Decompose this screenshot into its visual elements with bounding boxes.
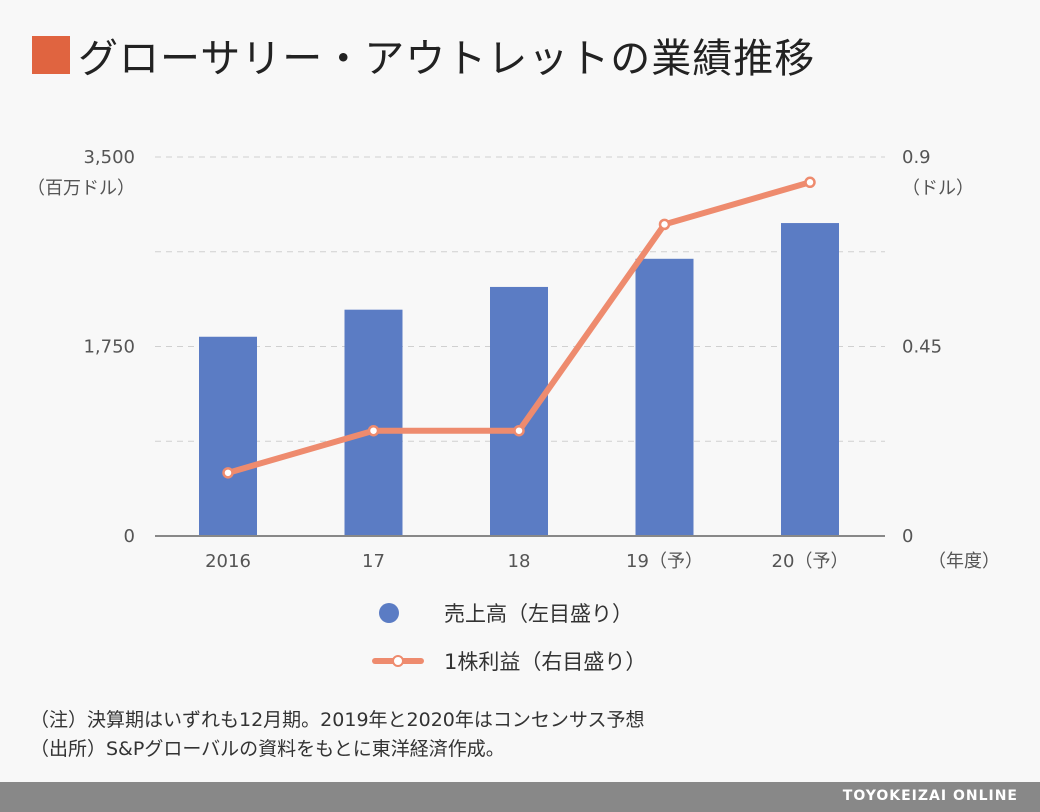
- legend-bar-swatch: [372, 598, 424, 628]
- legend-line-swatch: [372, 646, 424, 676]
- bar: [781, 223, 839, 536]
- y-left-tick-label: 3,500: [83, 147, 135, 168]
- eps-point: [222, 467, 234, 479]
- legend-marker-icon: [392, 655, 404, 667]
- chart-title: グローサリー・アウトレットの業績推移: [78, 36, 816, 82]
- eps-point: [804, 176, 816, 189]
- x-tick-label: 2016: [205, 551, 251, 572]
- chart-canvas: 0 1,750 3,500 0 0.45 0.9 2016 17 18 19（予） 20（予） （百…: [27, 147, 1000, 572]
- bar-series: [199, 223, 839, 536]
- x-tick-label: 19（予）: [626, 551, 703, 572]
- title-area: グローサリー・アウトレットの業績推移: [32, 26, 815, 84]
- y-right-tick-label: 0.9: [902, 147, 931, 168]
- y-left-tick-label: 1,750: [83, 337, 135, 358]
- y-left-unit-label: （百万ドル）: [27, 178, 135, 199]
- eps-point: [513, 424, 525, 437]
- line-series: [222, 176, 816, 479]
- footer-bar: TOYOKEIZAI ONLINE: [0, 782, 1040, 812]
- eps-point: [658, 218, 671, 231]
- legend-circle-icon: [379, 603, 399, 623]
- legend-item-sales: 売上高（左目盛り）: [372, 598, 646, 628]
- bar: [344, 309, 403, 536]
- legend-item-eps: 1株利益（右目盛り）: [372, 646, 646, 676]
- title-marker: [32, 36, 70, 74]
- axis-labels: （百万ドル） （ドル） （年度）: [27, 178, 1000, 572]
- notes: （注）決算期はいずれも12月期。2019年と2020年はコンセンサス予想 （出所…: [30, 706, 645, 764]
- note-line: （注）決算期はいずれも12月期。2019年と2020年はコンセンサス予想: [30, 709, 645, 731]
- axes: 0 1,750 3,500 0 0.45 0.9 2016 17 18 19（予） 20（予）: [83, 147, 942, 572]
- bar: [490, 286, 548, 536]
- y-right-tick-label: 0: [902, 526, 913, 547]
- x-tick-label: 17: [362, 551, 385, 572]
- bar: [635, 258, 694, 536]
- y-right-unit-label: （ドル）: [902, 178, 974, 199]
- x-tick-label: 18: [508, 551, 531, 572]
- legend: 売上高（左目盛り） 1株利益（右目盛り）: [372, 598, 646, 694]
- y-left-tick-label: 0: [124, 526, 135, 547]
- legend-label-sales: 売上高（左目盛り）: [444, 602, 633, 626]
- x-unit-label: （年度）: [928, 551, 1000, 572]
- bar: [199, 336, 257, 536]
- source-line: （出所）S&Pグローバルの資料をもとに東洋経済作成。: [30, 738, 505, 760]
- y-right-tick-label: 0.45: [902, 337, 942, 358]
- x-tick-label: 20（予）: [772, 551, 849, 572]
- legend-label-eps: 1株利益（右目盛り）: [444, 650, 647, 674]
- footer-brand: TOYOKEIZAI ONLINE: [842, 788, 1018, 804]
- eps-point: [367, 424, 380, 437]
